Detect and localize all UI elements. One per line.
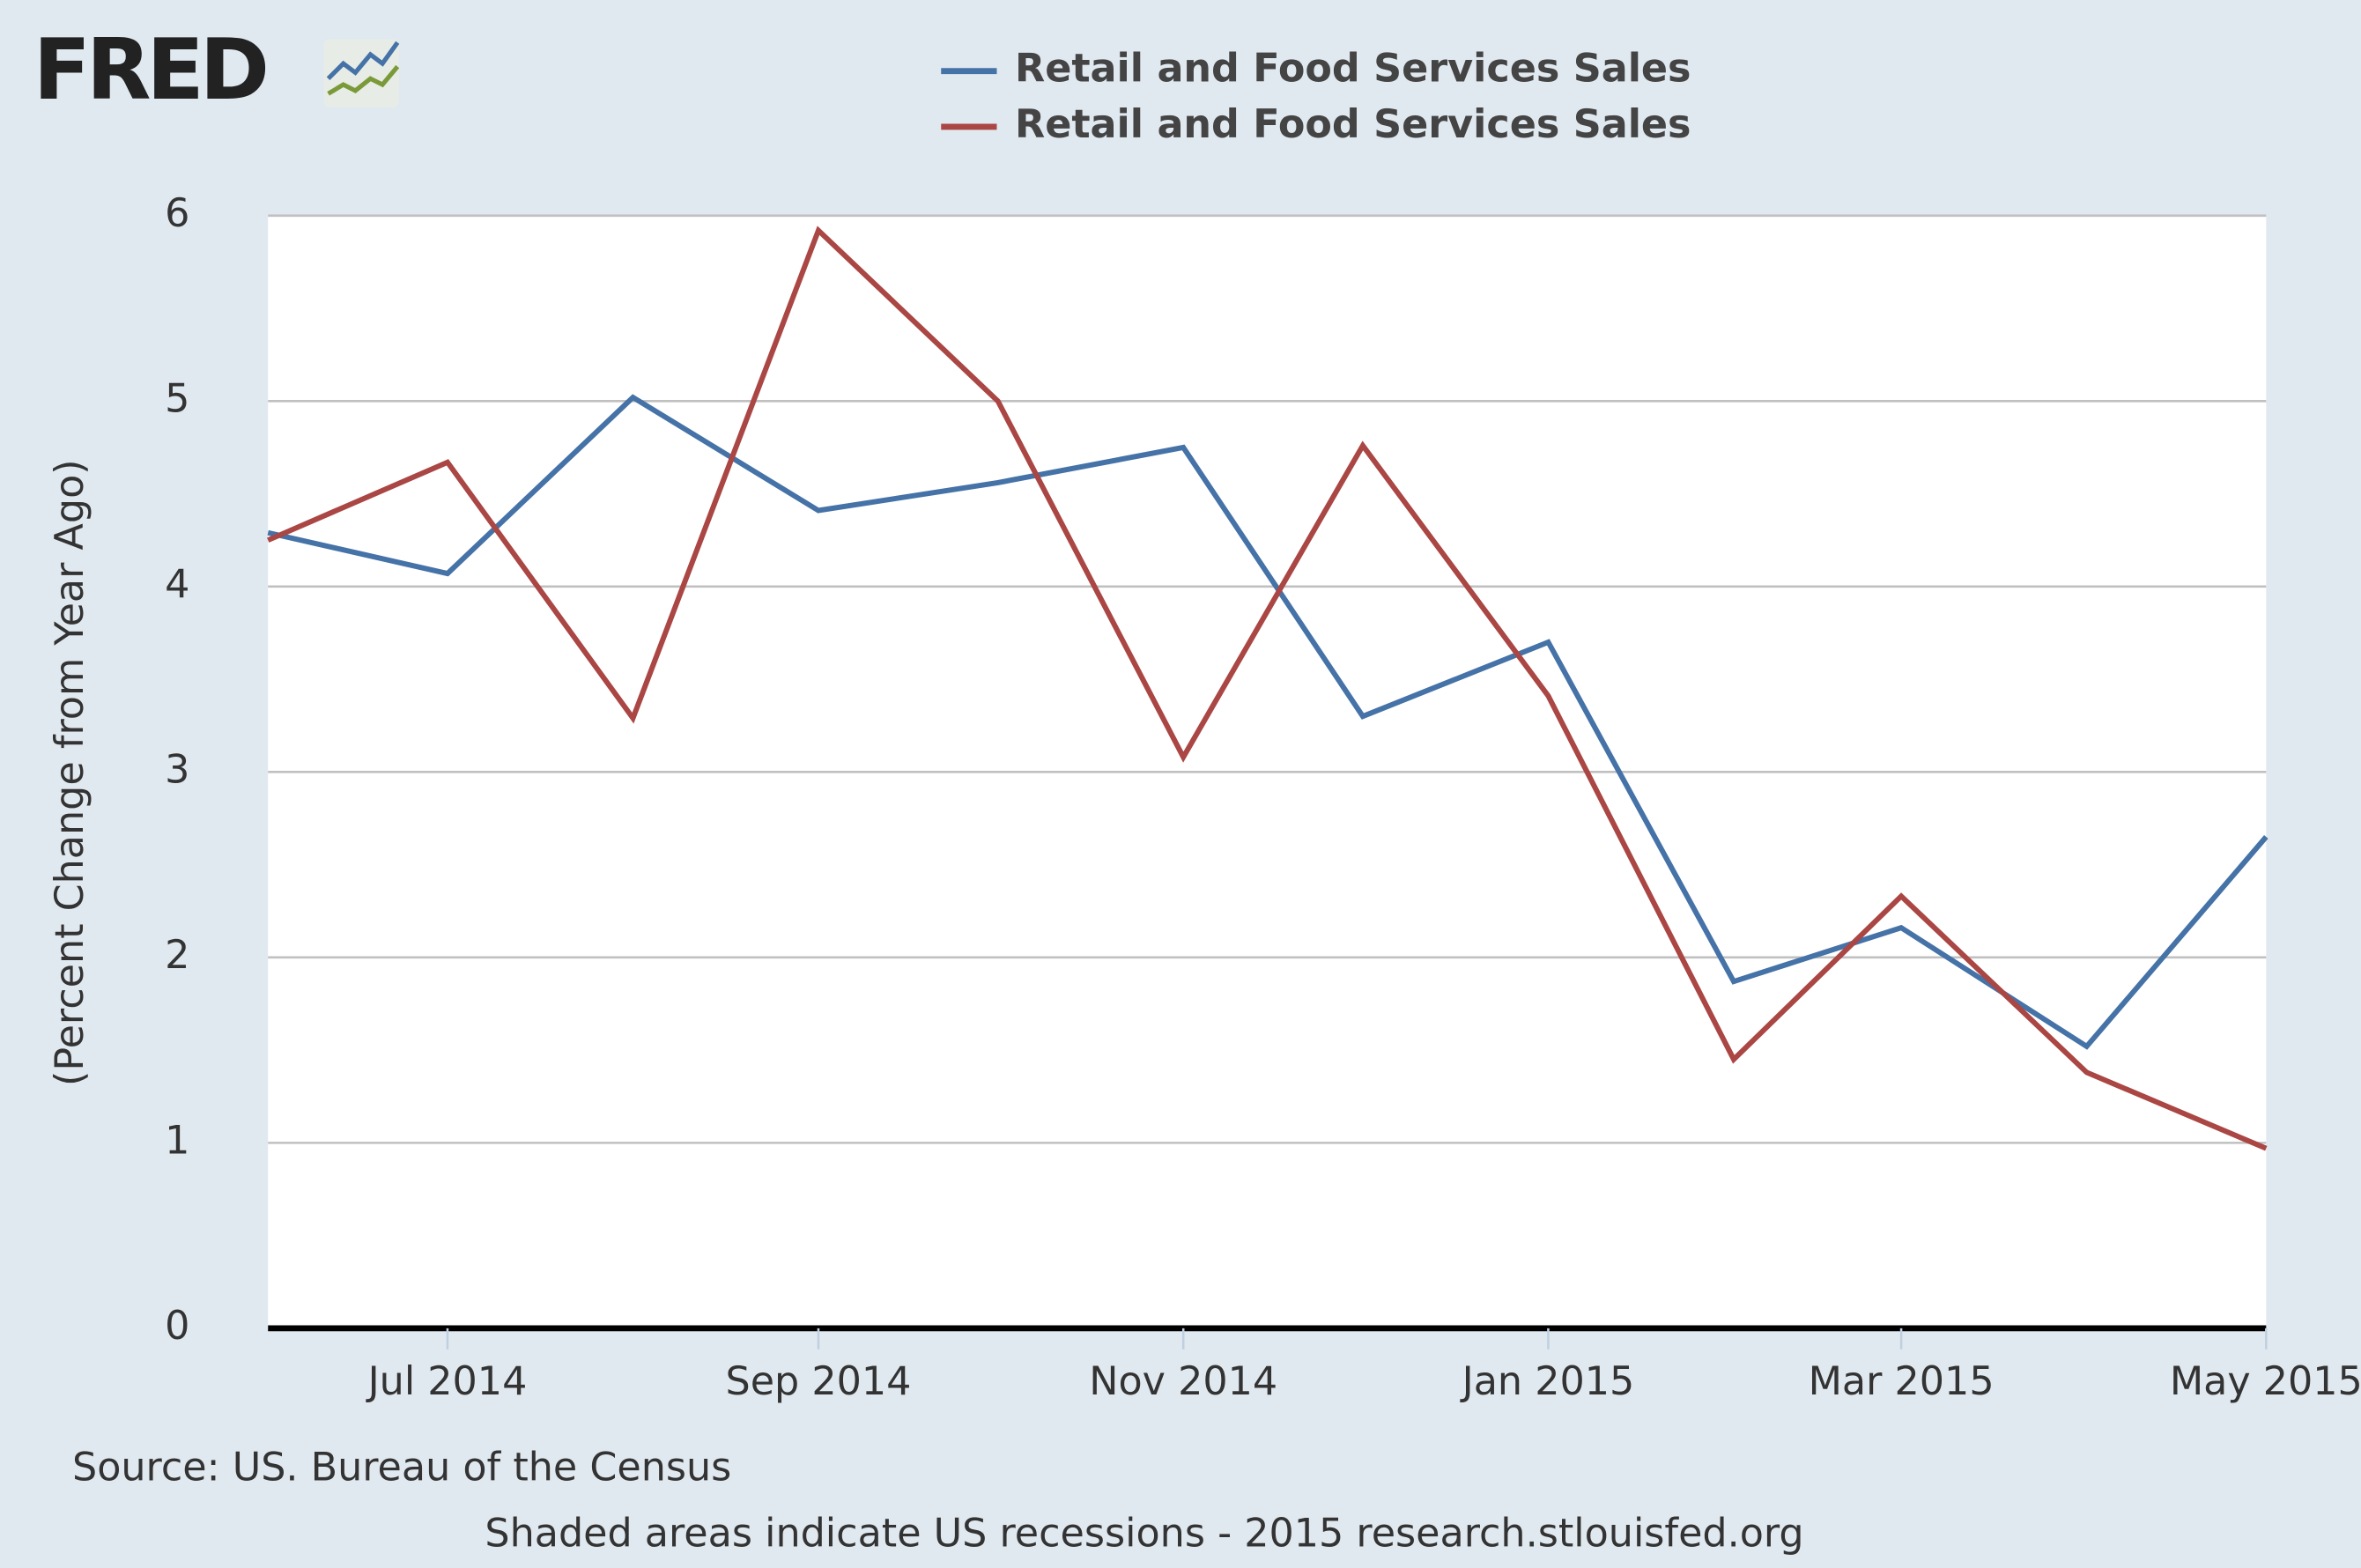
x-tick-label: Nov 2014 bbox=[1089, 1359, 1277, 1404]
series-line bbox=[267, 226, 2268, 1151]
x-tick-label: Sep 2014 bbox=[726, 1359, 912, 1404]
y-tick-label: 3 bbox=[165, 747, 189, 792]
x-tick-label: May 2015 bbox=[2170, 1359, 2361, 1404]
y-tick-label: 0 bbox=[165, 1304, 189, 1349]
logo-icon bbox=[323, 39, 400, 107]
logo: FRED bbox=[33, 20, 266, 119]
x-tick-label: Mar 2015 bbox=[1809, 1359, 1995, 1404]
y-tick-label: 1 bbox=[165, 1118, 189, 1163]
y-tick-label: 6 bbox=[165, 191, 189, 236]
note: Shaded areas indicate US recessions - 20… bbox=[485, 1512, 1803, 1557]
y-tick-label: 2 bbox=[165, 933, 189, 978]
source: Source: US. Bureau of the Census bbox=[72, 1446, 731, 1490]
y-tick-label: 5 bbox=[165, 376, 189, 421]
y-tick-label: 4 bbox=[165, 562, 189, 607]
y-axis-label: (Percent Change from Year Ago) bbox=[48, 459, 93, 1086]
legend-label: Retail and Food Services Sales bbox=[1015, 102, 1691, 147]
x-tick-label: Jul 2014 bbox=[366, 1359, 528, 1404]
x-tick-label: Jan 2015 bbox=[1460, 1359, 1635, 1404]
series-line bbox=[267, 394, 2268, 1050]
legend-label: Retail and Food Services Sales bbox=[1015, 47, 1691, 92]
